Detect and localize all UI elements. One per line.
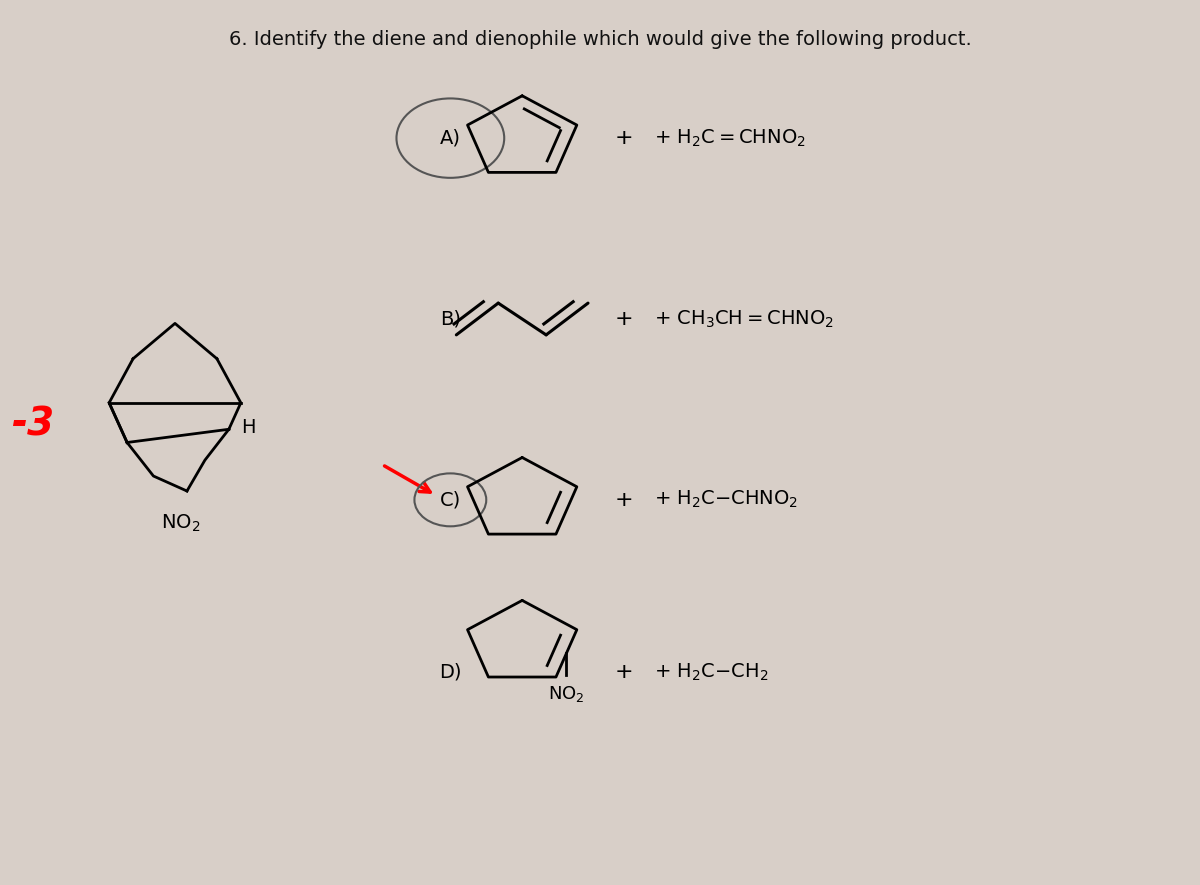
Text: +: +: [614, 489, 634, 510]
Text: + H$_2$C$-$CH$_2$: + H$_2$C$-$CH$_2$: [654, 661, 768, 682]
Text: D): D): [439, 662, 462, 681]
Text: C): C): [439, 490, 461, 510]
Text: +: +: [614, 309, 634, 329]
Text: H: H: [241, 418, 256, 437]
Text: NO$_2$: NO$_2$: [161, 513, 200, 535]
Text: -3: -3: [11, 406, 54, 444]
Text: +: +: [614, 128, 634, 148]
Text: +: +: [614, 662, 634, 681]
Text: + CH$_3$CH$=$CHNO$_2$: + CH$_3$CH$=$CHNO$_2$: [654, 308, 834, 329]
Text: 6. Identify the diene and dienophile which would give the following product.: 6. Identify the diene and dienophile whi…: [229, 29, 971, 49]
Text: A): A): [440, 128, 461, 148]
Text: + H$_2$C$-$CHNO$_2$: + H$_2$C$-$CHNO$_2$: [654, 489, 798, 511]
Text: B): B): [440, 310, 461, 328]
Text: + H$_2$C$=$CHNO$_2$: + H$_2$C$=$CHNO$_2$: [654, 127, 805, 149]
Text: NO$_2$: NO$_2$: [548, 684, 584, 704]
